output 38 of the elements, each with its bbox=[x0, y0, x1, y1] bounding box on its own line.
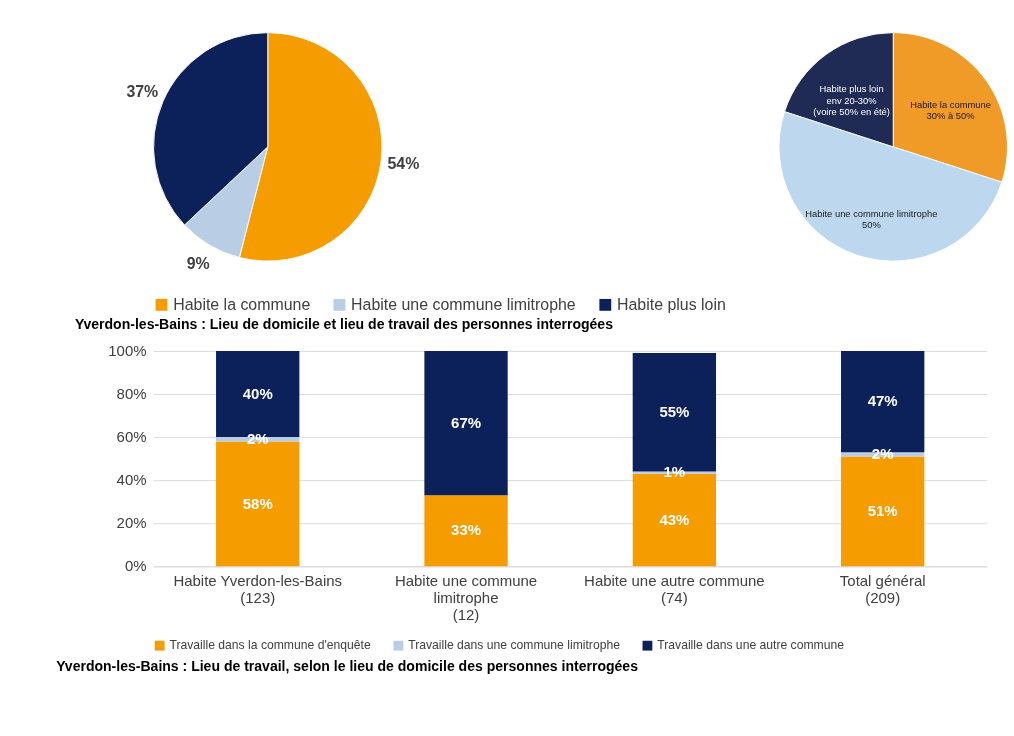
legend-label: Travaille dans une commune limitrophe bbox=[408, 638, 621, 653]
legend-label: Travaille dans la commune d'enquête bbox=[169, 638, 371, 653]
legend-label: Habite une commune limitrophe bbox=[351, 295, 576, 313]
data-label: 1% bbox=[663, 463, 686, 481]
data-label: 30% à 50% bbox=[926, 111, 975, 122]
data-label: 54% bbox=[387, 154, 420, 172]
data-label: 67% bbox=[451, 413, 482, 431]
slice-label: Habite plus loin bbox=[819, 84, 884, 95]
slice-label: Habite une commune limitrophe bbox=[805, 209, 938, 220]
data-label: env 20-30% (voire 50% en été) bbox=[813, 95, 890, 117]
legend-label: Habite plus loin bbox=[617, 295, 726, 313]
y-tick-label: 0% bbox=[124, 557, 147, 575]
data-label: 43% bbox=[659, 510, 690, 528]
x-tick-label: Habite une commune limitrophe (12) bbox=[394, 572, 538, 624]
y-tick-label: 40% bbox=[116, 471, 147, 489]
y-tick-label: 80% bbox=[116, 385, 147, 403]
bar bbox=[424, 495, 508, 567]
x-tick-label: Habite Yverdon-les-Bains (123) bbox=[173, 572, 343, 607]
x-tick-label: Total général (209) bbox=[839, 572, 926, 607]
data-label: 9% bbox=[186, 255, 210, 273]
data-label: 37% bbox=[126, 83, 159, 101]
bar bbox=[424, 350, 508, 496]
slice-label: Habite la commune bbox=[910, 100, 991, 111]
legend-label: Habite la commune bbox=[173, 295, 311, 313]
y-tick-label: 100% bbox=[108, 342, 147, 360]
data-label: 51% bbox=[867, 502, 898, 520]
data-label: 58% bbox=[242, 494, 273, 512]
data-label: 33% bbox=[451, 521, 482, 539]
legend-label: Travaille dans une autre commune bbox=[657, 638, 845, 653]
x-tick-label: Habite une autre commune (74) bbox=[584, 572, 765, 607]
text: Yverdon-les-Bains : Lieu de domicile et lieu de travail des personnes interrogées bbox=[74, 316, 614, 333]
y-tick-label: 20% bbox=[116, 514, 147, 532]
y-tick-label: 60% bbox=[116, 428, 147, 446]
data-label: 47% bbox=[867, 392, 898, 410]
data-label: 55% bbox=[659, 403, 690, 421]
text: Yverdon-les-Bains : Lieu de travail, selon le lieu de domicile des personnes interrogées bbox=[56, 658, 639, 675]
data-label: 50% bbox=[861, 220, 881, 231]
data-label: 40% bbox=[242, 384, 273, 402]
